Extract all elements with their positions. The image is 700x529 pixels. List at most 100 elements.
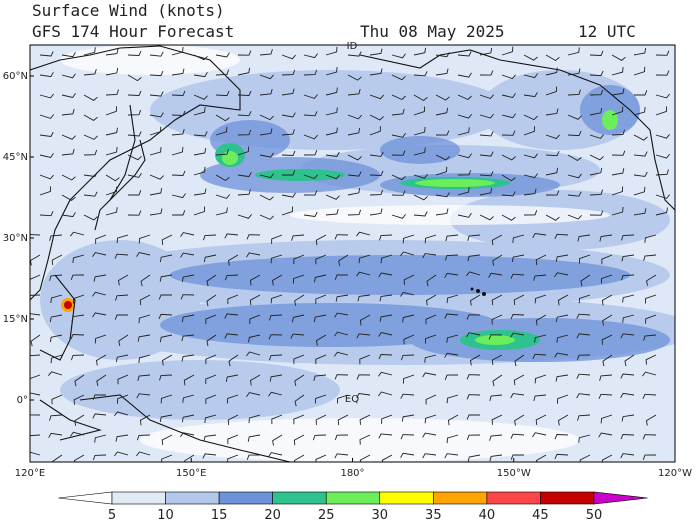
wind-barb bbox=[105, 48, 119, 56]
wind-barb bbox=[248, 414, 261, 424]
wind-barb bbox=[270, 294, 283, 304]
wind-barb bbox=[523, 210, 538, 216]
wind-barb bbox=[202, 453, 217, 459]
wind-barb bbox=[378, 331, 393, 337]
wind-barb bbox=[589, 167, 603, 176]
wind-barb bbox=[523, 126, 535, 136]
wind-barb bbox=[356, 333, 371, 339]
wind-barb bbox=[205, 394, 217, 405]
wind-barb bbox=[347, 51, 362, 57]
wind-barb bbox=[620, 392, 635, 399]
wind-barb bbox=[600, 274, 613, 284]
wind-barb bbox=[646, 414, 657, 426]
wind-barb bbox=[149, 126, 162, 136]
wind-barb bbox=[378, 371, 393, 377]
wind-barb bbox=[92, 291, 107, 297]
wind-barb bbox=[369, 114, 384, 121]
wind-barb bbox=[413, 94, 428, 102]
wind-barb bbox=[30, 313, 41, 316]
wind-barb bbox=[633, 134, 648, 141]
wind-barb bbox=[49, 314, 63, 323]
wind-barb bbox=[356, 374, 371, 380]
wind-barb bbox=[114, 451, 129, 457]
wind-barb bbox=[193, 188, 207, 196]
wind-barb bbox=[534, 334, 547, 343]
wind-barb bbox=[193, 131, 208, 137]
wind-barb bbox=[446, 294, 459, 304]
wind-barb bbox=[193, 206, 206, 216]
wind-barb bbox=[224, 313, 239, 319]
wind-barb bbox=[347, 154, 362, 161]
wind-barb bbox=[576, 333, 591, 339]
wind-barb bbox=[466, 374, 481, 380]
wind-barb bbox=[589, 70, 604, 77]
wind-barb bbox=[314, 274, 327, 283]
wind-barb bbox=[334, 331, 349, 337]
wind-barb bbox=[356, 231, 371, 237]
wind-barb bbox=[457, 153, 472, 159]
wind-barb bbox=[601, 254, 613, 265]
wind-barb bbox=[642, 393, 657, 399]
wind-barb bbox=[138, 354, 151, 363]
wind-barb bbox=[467, 234, 481, 242]
wind-barb bbox=[642, 454, 657, 460]
wind-barb bbox=[237, 172, 252, 178]
wind-barb bbox=[215, 126, 228, 136]
wind-barb bbox=[554, 352, 569, 358]
wind-barb bbox=[510, 393, 525, 399]
wind-barb bbox=[71, 314, 85, 322]
wind-barb bbox=[369, 151, 384, 157]
wind-barb bbox=[501, 130, 516, 136]
wind-barb bbox=[325, 46, 338, 56]
wind-barb bbox=[115, 434, 129, 442]
wind-barb bbox=[545, 67, 558, 76]
wind-barb bbox=[171, 170, 186, 176]
wind-barb bbox=[61, 52, 76, 58]
wind-barb bbox=[357, 294, 371, 302]
wind-barb bbox=[159, 414, 173, 422]
wind-barb bbox=[171, 90, 186, 96]
wind-barb bbox=[92, 252, 107, 257]
wind-barb bbox=[644, 234, 657, 243]
wind-barb bbox=[391, 150, 406, 156]
wind-barb bbox=[237, 129, 252, 136]
wind-barb bbox=[303, 211, 318, 217]
wind-barb bbox=[532, 353, 547, 359]
wind-barb bbox=[457, 72, 472, 78]
wind-barb bbox=[457, 127, 470, 136]
wind-barb bbox=[259, 152, 274, 158]
wind-barb bbox=[215, 52, 230, 58]
wind-barb bbox=[413, 174, 428, 179]
wind-barb bbox=[115, 354, 129, 363]
wind-barb bbox=[422, 432, 437, 438]
wind-barb bbox=[237, 50, 252, 56]
wind-barb bbox=[237, 214, 252, 219]
wind-barb bbox=[172, 210, 186, 216]
wind-barb bbox=[303, 111, 318, 117]
wind-barb bbox=[425, 394, 437, 405]
wind-barb bbox=[501, 46, 514, 56]
wind-barb bbox=[633, 106, 646, 116]
wind-barb bbox=[567, 154, 582, 162]
wind-barb bbox=[534, 374, 547, 384]
wind-barb bbox=[127, 131, 142, 137]
wind-barb bbox=[136, 251, 151, 257]
wind-barb bbox=[491, 314, 503, 325]
wind-barb bbox=[400, 393, 415, 399]
wind-barb bbox=[83, 134, 98, 140]
wind-barb bbox=[400, 291, 415, 297]
wind-barb bbox=[50, 354, 63, 364]
wind-barb bbox=[403, 274, 415, 285]
wind-barb bbox=[83, 149, 98, 156]
wind-barb bbox=[227, 414, 239, 426]
wind-barb bbox=[83, 214, 98, 221]
wind-barb bbox=[96, 374, 107, 387]
wind-barb bbox=[291, 234, 305, 241]
wind-barb bbox=[137, 374, 151, 382]
wind-barb bbox=[601, 454, 613, 462]
wind-barb bbox=[557, 294, 569, 306]
wind-barb bbox=[589, 189, 604, 196]
wind-barb bbox=[467, 254, 481, 262]
wind-barb bbox=[501, 154, 516, 161]
wind-barb bbox=[457, 212, 472, 218]
